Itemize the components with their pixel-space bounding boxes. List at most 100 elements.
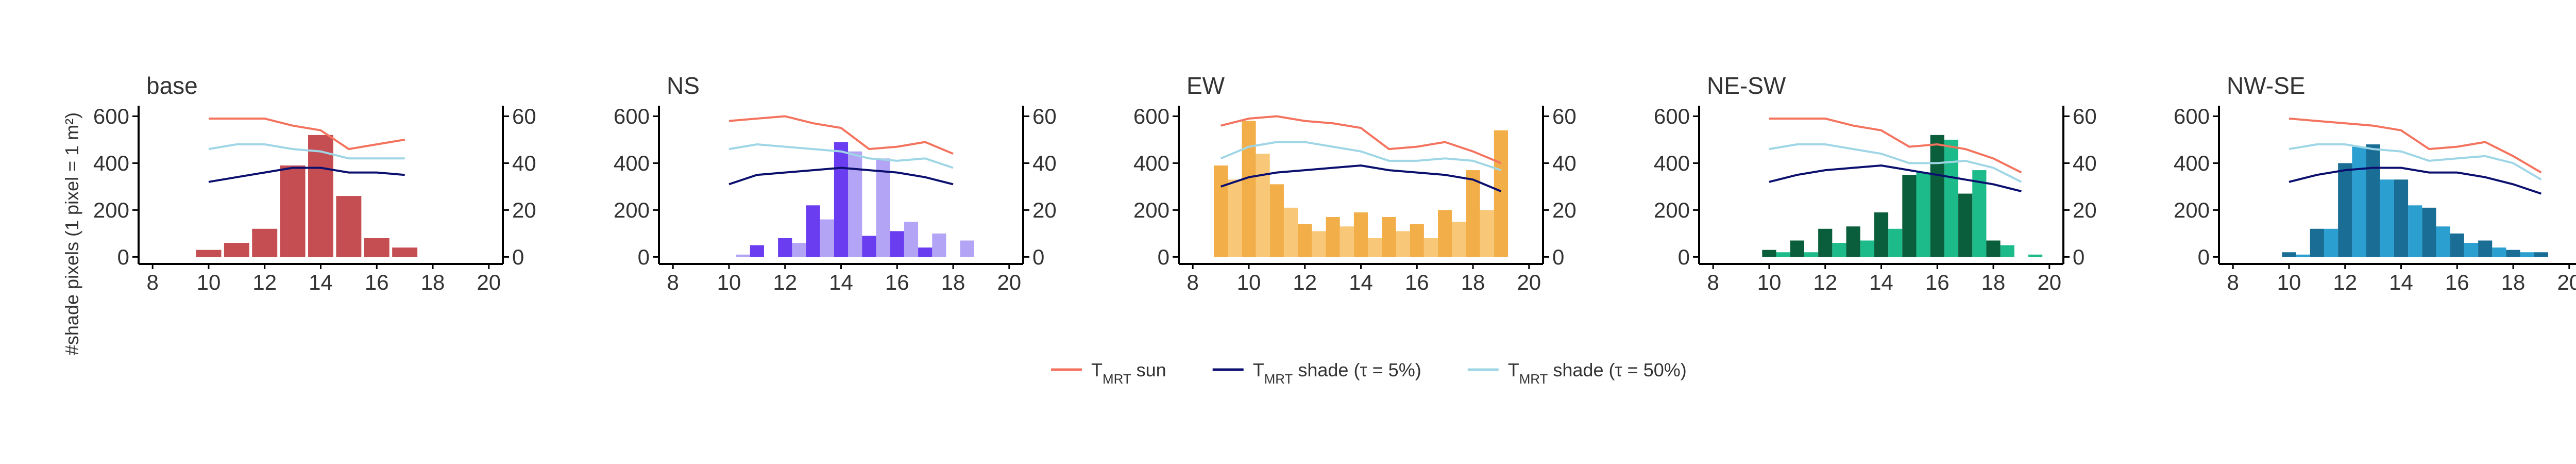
panel-title: EW <box>1187 72 1225 99</box>
y-tick-label: 0 <box>117 245 129 269</box>
y2-tick-label: 40 <box>512 151 536 175</box>
bar <box>1958 193 1973 257</box>
x-tick-label: 8 <box>147 270 159 294</box>
y2-tick-label: 0 <box>1032 245 1044 269</box>
bar <box>862 236 876 257</box>
legend-label: TMRT shade (τ = 50%) <box>1508 359 1687 387</box>
y-tick-label: 0 <box>638 245 650 269</box>
y-tick-label: 400 <box>1133 151 1170 175</box>
bar <box>820 219 834 257</box>
y-tick-label: 400 <box>93 151 129 175</box>
bar <box>890 231 904 257</box>
bar <box>196 250 222 257</box>
x-tick-label: 14 <box>1869 270 1893 294</box>
bar <box>1283 207 1298 257</box>
x-tick-label: 16 <box>1405 270 1429 294</box>
bar <box>1312 231 1326 257</box>
line <box>1221 115 1502 164</box>
bar <box>932 233 946 257</box>
x-tick-label: 14 <box>309 270 333 294</box>
y-tick-label: 200 <box>93 198 129 222</box>
bar <box>364 238 389 257</box>
y2-tick-label: 40 <box>1552 151 1577 175</box>
bar <box>224 243 249 257</box>
bar <box>1410 224 1424 257</box>
bar <box>1228 179 1242 257</box>
bar <box>2464 243 2479 257</box>
x-tick-label: 12 <box>2333 270 2357 294</box>
bar <box>2422 207 2436 257</box>
bar <box>1242 121 1256 257</box>
y-tick-label: 600 <box>614 104 650 128</box>
y-tick-label: 400 <box>2174 151 2210 175</box>
panel-title: NS <box>667 72 700 99</box>
line <box>1769 164 2022 192</box>
x-tick-label: 20 <box>2557 270 2576 294</box>
bar <box>2492 247 2506 257</box>
legend-label-part: sun <box>1131 359 1166 380</box>
y2-tick-label: 0 <box>1552 245 1564 269</box>
line <box>728 143 954 169</box>
bar <box>1790 240 1804 257</box>
bar <box>848 151 862 257</box>
bar <box>1930 135 1944 257</box>
bar <box>2310 228 2324 257</box>
x-tick-label: 18 <box>2501 270 2526 294</box>
legend-label-part: T <box>1091 359 1103 380</box>
x-tick-label: 18 <box>1981 270 2006 294</box>
y2-tick-label: 0 <box>512 245 524 269</box>
legend-label-part: MRT <box>1103 372 1131 387</box>
bar <box>1480 210 1494 257</box>
y-tick-label: 0 <box>1158 245 1170 269</box>
bar <box>1832 243 1846 257</box>
y2-tick-label: 0 <box>2073 245 2084 269</box>
panel-title: NW-SE <box>2227 72 2306 99</box>
x-tick-label: 8 <box>1187 270 1199 294</box>
y2-tick-label: 60 <box>512 104 536 128</box>
bar <box>750 245 764 257</box>
bar <box>1423 238 1438 257</box>
bar <box>2352 146 2366 257</box>
bar <box>1340 226 1354 257</box>
y-tick-label: 600 <box>1654 104 1690 128</box>
bar <box>336 196 362 257</box>
x-tick-label: 10 <box>2277 270 2301 294</box>
bar <box>834 142 849 257</box>
x-tick-label: 16 <box>885 270 909 294</box>
x-tick-label: 8 <box>2227 270 2239 294</box>
y-axis-label: #shade pixels (1 pixel = 1 m²) <box>61 112 82 355</box>
bar <box>2296 254 2310 257</box>
line <box>1769 143 2022 183</box>
x-tick-label: 14 <box>2389 270 2413 294</box>
x-tick-label: 8 <box>1707 270 1719 294</box>
bar <box>2324 228 2338 257</box>
x-tick-label: 16 <box>365 270 389 294</box>
y-tick-label: 400 <box>1654 151 1690 175</box>
y-tick-label: 600 <box>93 104 129 128</box>
bar <box>1368 238 1382 257</box>
y-tick-label: 600 <box>1133 104 1170 128</box>
bar <box>2000 245 2014 257</box>
bar <box>806 205 820 257</box>
y-tick-label: 600 <box>2174 104 2210 128</box>
bar <box>1466 170 1480 257</box>
bar <box>1972 170 1987 257</box>
bar <box>1916 172 1930 257</box>
bar <box>1396 231 1410 257</box>
bar <box>1888 228 1903 257</box>
line <box>209 118 405 151</box>
line <box>1769 118 2022 174</box>
bar <box>1326 217 1340 257</box>
y2-tick-label: 40 <box>1032 151 1057 175</box>
legend-label-part: shade (τ = 5%) <box>1293 359 1421 380</box>
bar <box>2520 252 2534 257</box>
legend-label-part: MRT <box>1264 372 1293 387</box>
y2-tick-label: 20 <box>1032 198 1057 222</box>
bar <box>778 238 792 257</box>
line <box>208 167 405 183</box>
line <box>1220 141 1502 171</box>
y-tick-label: 200 <box>614 198 650 222</box>
legend-label: TMRT sun <box>1091 359 1166 387</box>
bar <box>1382 217 1396 257</box>
x-tick-label: 10 <box>1237 270 1261 294</box>
